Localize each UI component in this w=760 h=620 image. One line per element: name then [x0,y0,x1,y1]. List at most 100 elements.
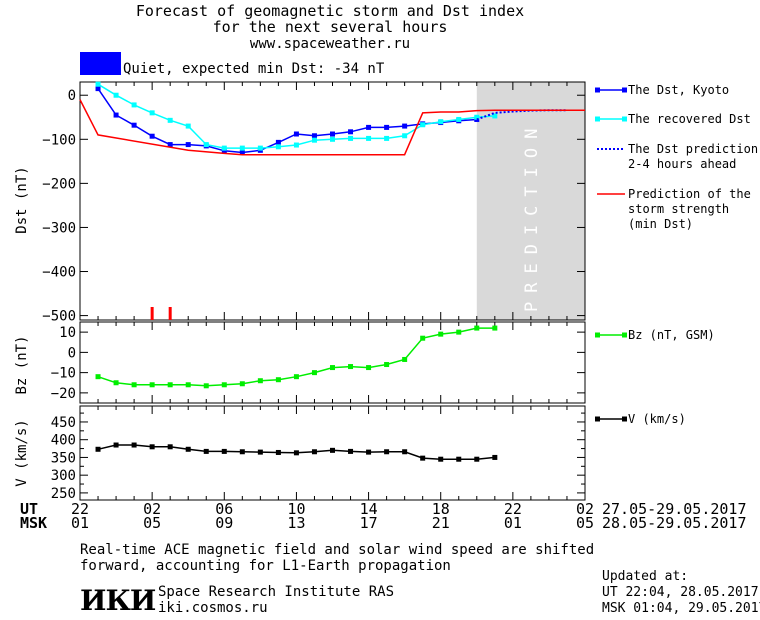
note-line2: forward, accounting for L1-Earth propaga… [80,558,451,574]
data-point [185,123,191,129]
ut-axis-label: UT [20,500,39,518]
data-point [221,148,227,154]
data-point [185,382,191,388]
y-tick-label: −400 [42,265,76,281]
legend-marker [622,416,627,422]
time-tick-label: 18 [431,500,450,518]
data-point [474,325,480,331]
y-tick-label: 450 [51,415,76,431]
data-point [311,370,317,376]
legend-marker [595,87,600,93]
time-tick-label: 06 [215,500,234,518]
y-axis-label: V (km/s) [14,419,30,486]
data-point [438,119,444,125]
legend-label-recovered: The recovered Dst [628,112,751,126]
data-point [348,129,354,135]
data-point [420,122,426,128]
time-tick-label: 10 [287,500,306,518]
data-point [366,449,372,455]
legend-marker [595,116,600,122]
data-point [95,446,101,452]
time-tick-label: 13 [287,514,306,532]
time-tick-label: 22 [503,500,522,518]
data-point [149,444,155,450]
data-point [257,378,263,384]
data-point [384,135,390,141]
legend-label-prediction-1: The Dst prediction [628,142,759,156]
legend-label-storm-2: storm strength [628,202,730,216]
data-point [185,446,191,452]
data-point [402,356,408,362]
legend-marker [622,87,627,93]
data-point [275,144,281,150]
y-tick-label: 0 [68,88,76,104]
data-point [384,449,390,455]
data-point [330,365,335,371]
data-point [113,92,119,98]
legend-marker [595,416,600,422]
dst-panel: PREDICTION 0 −100 −200 −300 −400 −500 Dst (nT) [14,81,586,325]
website-link[interactable]: www.spaceweather.ru [249,36,411,52]
data-point [366,124,372,130]
data-point [221,382,227,388]
data-point [275,449,281,455]
series-line [97,88,477,154]
data-point [167,142,173,148]
institute-url[interactable]: iki.cosmos.ru [158,600,268,616]
time-tick-label: 01 [71,514,90,532]
time-tick-label: 05 [576,514,595,532]
data-point [311,133,317,139]
data-point [275,377,281,383]
data-point [456,329,462,335]
data-point [221,145,227,151]
legend-marker [622,116,627,122]
msk-axis-label: MSK [20,514,48,532]
data-point [293,131,299,137]
data-point [149,382,155,388]
data-point [311,137,317,143]
data-point [384,362,390,368]
data-point [221,448,227,454]
y-tick-label: −100 [42,132,76,148]
y-axis-label: Dst (nT) [14,166,30,233]
time-tick-label: 17 [359,514,378,532]
data-point [474,456,480,462]
time-tick-label: 14 [359,500,378,518]
data-point [384,124,390,130]
data-point [239,381,245,387]
data-point [492,454,498,460]
time-tick-label: 01 [503,514,522,532]
data-point [131,442,137,448]
data-point [113,112,119,118]
data-point [492,113,498,119]
legend-label-storm-3: (min Dst) [628,217,694,231]
y-tick-label: 300 [51,468,76,484]
data-point [167,444,173,450]
updated-ut: UT 22:04, 28.05.2017 [602,585,759,600]
data-point [203,448,209,454]
data-point [420,335,426,341]
data-point [95,86,101,92]
data-point [149,133,155,139]
data-point [474,114,480,120]
data-point [402,123,408,129]
data-point [185,142,191,148]
data-point [420,455,426,461]
status-color-box [80,52,121,75]
institute-name: Space Research Institute RAS [158,584,395,600]
legend-label-v: V (km/s) [628,412,686,426]
time-tick-label: 22 [71,500,90,518]
chart-title-line2: for the next several hours [212,18,448,36]
y-tick-label: 400 [51,433,76,449]
panel-frame [79,321,586,404]
data-point [366,135,372,141]
data-point [438,456,444,462]
prediction-label: PREDICTION [522,120,542,312]
y-tick-label: 10 [59,325,76,341]
data-point [330,136,335,142]
msk-date-range: 28.05-29.05.2017 [602,514,747,532]
data-point [203,142,209,148]
y-tick-label: −500 [42,309,76,325]
